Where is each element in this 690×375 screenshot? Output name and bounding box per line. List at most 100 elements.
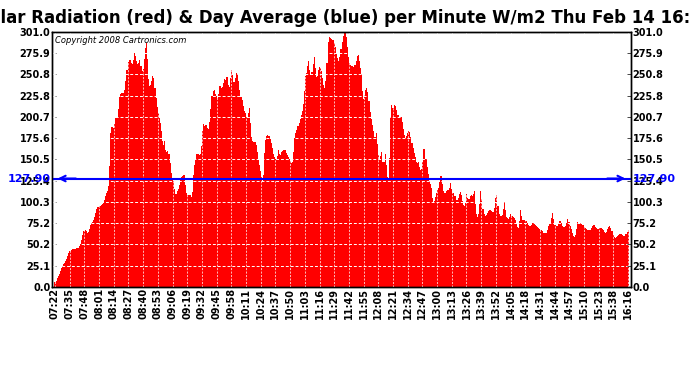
Bar bbox=[519, 220, 520, 287]
Bar bbox=[437, 190, 438, 287]
Text: Copyright 2008 Cartronics.com: Copyright 2008 Cartronics.com bbox=[55, 36, 186, 45]
Bar bbox=[490, 210, 491, 287]
Bar bbox=[402, 122, 403, 287]
Bar bbox=[251, 136, 253, 287]
Bar bbox=[119, 97, 120, 287]
Bar bbox=[321, 71, 322, 287]
Bar bbox=[529, 226, 530, 287]
Bar bbox=[184, 185, 186, 287]
Bar bbox=[409, 132, 411, 287]
Bar bbox=[76, 249, 77, 287]
Bar bbox=[272, 148, 273, 287]
Bar bbox=[78, 248, 79, 287]
Bar bbox=[324, 88, 326, 287]
Bar bbox=[265, 141, 266, 287]
Bar bbox=[615, 237, 617, 287]
Bar bbox=[297, 126, 299, 287]
Bar bbox=[440, 176, 442, 287]
Bar bbox=[302, 111, 303, 287]
Bar bbox=[81, 240, 82, 287]
Bar bbox=[608, 226, 609, 287]
Bar bbox=[266, 136, 267, 287]
Bar bbox=[574, 237, 575, 287]
Bar bbox=[449, 188, 450, 287]
Bar bbox=[64, 263, 65, 287]
Bar bbox=[253, 142, 255, 287]
Bar bbox=[164, 141, 165, 287]
Bar bbox=[394, 105, 395, 287]
Bar bbox=[92, 222, 93, 287]
Bar bbox=[330, 38, 331, 287]
Bar bbox=[109, 166, 110, 287]
Bar bbox=[375, 137, 376, 287]
Bar bbox=[536, 226, 538, 287]
Bar bbox=[548, 226, 549, 287]
Bar bbox=[605, 233, 606, 287]
Bar bbox=[488, 211, 489, 287]
Bar bbox=[371, 119, 372, 287]
Bar bbox=[426, 167, 428, 287]
Bar bbox=[342, 42, 343, 287]
Bar bbox=[486, 213, 488, 287]
Bar bbox=[182, 176, 184, 287]
Bar bbox=[579, 224, 580, 287]
Bar bbox=[226, 76, 228, 287]
Bar bbox=[463, 206, 464, 287]
Bar bbox=[392, 108, 393, 287]
Bar bbox=[204, 126, 205, 287]
Bar bbox=[104, 200, 105, 287]
Bar bbox=[301, 115, 302, 287]
Bar bbox=[604, 232, 605, 287]
Bar bbox=[334, 42, 335, 287]
Bar bbox=[393, 108, 394, 287]
Bar bbox=[595, 227, 596, 287]
Bar bbox=[326, 63, 328, 287]
Bar bbox=[193, 175, 195, 287]
Bar bbox=[176, 194, 177, 287]
Bar bbox=[422, 162, 423, 287]
Bar bbox=[187, 195, 188, 287]
Bar bbox=[460, 192, 461, 287]
Bar bbox=[191, 198, 192, 287]
Bar bbox=[359, 68, 361, 287]
Bar bbox=[278, 150, 279, 287]
Bar bbox=[430, 184, 431, 287]
Bar bbox=[234, 82, 235, 287]
Bar bbox=[273, 153, 274, 287]
Bar bbox=[111, 126, 112, 287]
Bar bbox=[466, 194, 467, 287]
Bar bbox=[130, 60, 131, 287]
Bar bbox=[132, 64, 133, 287]
Bar bbox=[343, 36, 344, 287]
Bar bbox=[506, 217, 507, 287]
Bar bbox=[233, 82, 234, 287]
Bar bbox=[172, 181, 174, 287]
Bar bbox=[152, 76, 153, 287]
Bar bbox=[624, 236, 625, 287]
Bar bbox=[122, 93, 124, 287]
Bar bbox=[580, 223, 582, 287]
Bar bbox=[575, 235, 576, 287]
Bar bbox=[89, 229, 90, 287]
Bar bbox=[157, 107, 158, 287]
Bar bbox=[530, 226, 531, 287]
Bar bbox=[224, 80, 226, 287]
Bar bbox=[353, 67, 355, 287]
Bar bbox=[209, 122, 210, 287]
Bar bbox=[313, 57, 315, 287]
Bar bbox=[532, 223, 533, 287]
Bar bbox=[464, 206, 465, 287]
Bar bbox=[388, 180, 389, 287]
Bar bbox=[451, 189, 453, 287]
Bar bbox=[366, 88, 367, 287]
Bar bbox=[90, 225, 91, 287]
Bar bbox=[370, 112, 371, 287]
Bar bbox=[288, 157, 289, 287]
Bar bbox=[472, 196, 473, 287]
Bar bbox=[533, 223, 534, 287]
Bar bbox=[65, 261, 66, 287]
Bar bbox=[384, 154, 386, 287]
Bar bbox=[72, 249, 74, 287]
Bar bbox=[559, 221, 560, 287]
Bar bbox=[505, 210, 506, 287]
